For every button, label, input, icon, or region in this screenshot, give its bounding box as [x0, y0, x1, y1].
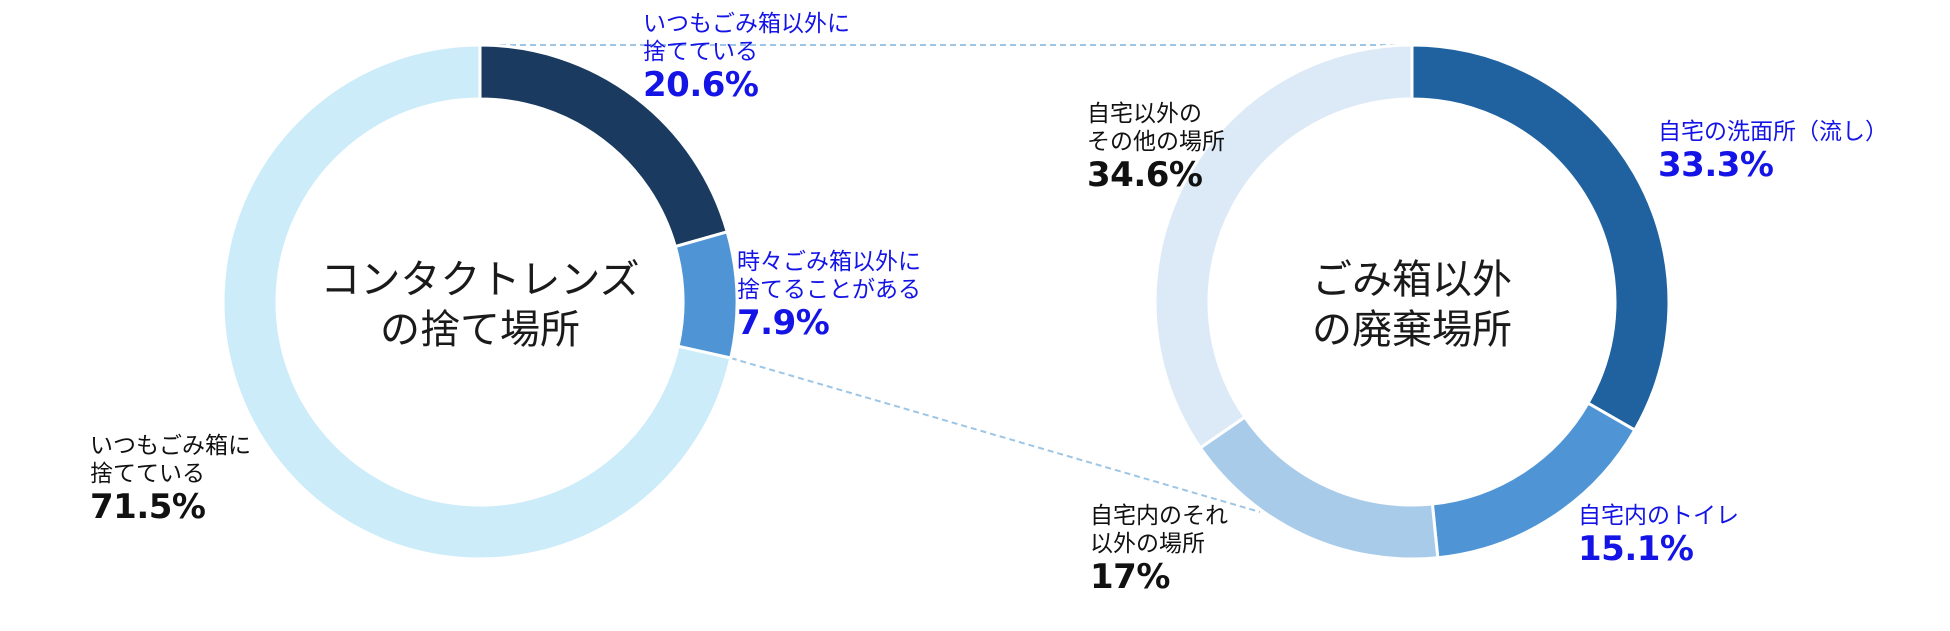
connector-line [730, 357, 1261, 513]
slice-percentage: 20.6% [643, 65, 759, 106]
donut-chart-disposal-place [221, 43, 739, 561]
chart-title-line: の廃棄場所 [1312, 307, 1512, 353]
slice-label-home-other: 自宅内のそれ 以外の場所 17% [1090, 502, 1228, 597]
donut-slice [673, 229, 739, 360]
slice-label-line: 時々ごみ箱以外に [737, 249, 921, 275]
donut-slice [221, 43, 733, 561]
chart-title-line: ごみ箱以外 [1312, 257, 1512, 303]
slice-label-line: 自宅内のトイレ [1578, 503, 1739, 529]
slice-label-line: その他の場所 [1087, 129, 1225, 156]
slice-percentage: 7.9% [737, 303, 830, 344]
chart-title-non-bin-place: ごみ箱以外 の廃棄場所 [1237, 255, 1587, 355]
donut-chart-non-bin-place [1153, 43, 1671, 561]
slice-label-always-outside-bin: いつもごみ箱以外に 捨てている 20.6% [643, 10, 850, 105]
chart-title-disposal-place: コンタクトレンズ の捨て場所 [305, 255, 655, 355]
slice-label-line: 自宅以外の [1087, 101, 1202, 127]
slice-percentage: 17% [1090, 557, 1170, 598]
slice-label-outside-home: 自宅以外の その他の場所 34.6% [1087, 100, 1225, 195]
slice-label-line: 捨てている [643, 39, 758, 66]
slice-label-line: いつもごみ箱以外に [643, 11, 850, 37]
slice-label-line: 自宅の洗面所（流し） [1658, 119, 1888, 145]
slice-percentage: 15.1% [1578, 529, 1694, 570]
slice-label-always-in-bin: いつもごみ箱に 捨てている 71.5% [90, 432, 251, 527]
slice-label-line: 自宅内のそれ [1090, 503, 1228, 529]
slice-percentage: 33.3% [1658, 145, 1774, 186]
slice-label-line: 以外の場所 [1090, 531, 1205, 558]
slice-label-home-toilet: 自宅内のトイレ 15.1% [1578, 502, 1739, 569]
slice-label-line: 捨てている [90, 461, 205, 488]
donut-slice [1153, 43, 1414, 450]
chart-title-line: コンタクトレンズ [320, 257, 640, 303]
chart-title-line: の捨て場所 [380, 307, 580, 353]
slice-label-home-washbasin: 自宅の洗面所（流し） 33.3% [1658, 118, 1888, 185]
slice-percentage: 71.5% [90, 487, 206, 528]
donut-slice [1410, 43, 1671, 433]
slice-label-line: いつもごみ箱に [90, 433, 251, 459]
slice-percentage: 34.6% [1087, 155, 1203, 196]
slice-label-sometimes-outside-bin: 時々ごみ箱以外に 捨てることがある 7.9% [737, 248, 921, 343]
donut-slice [1198, 415, 1440, 561]
connector-lines [480, 44, 1412, 513]
slice-label-line: 捨てることがある [737, 277, 921, 304]
